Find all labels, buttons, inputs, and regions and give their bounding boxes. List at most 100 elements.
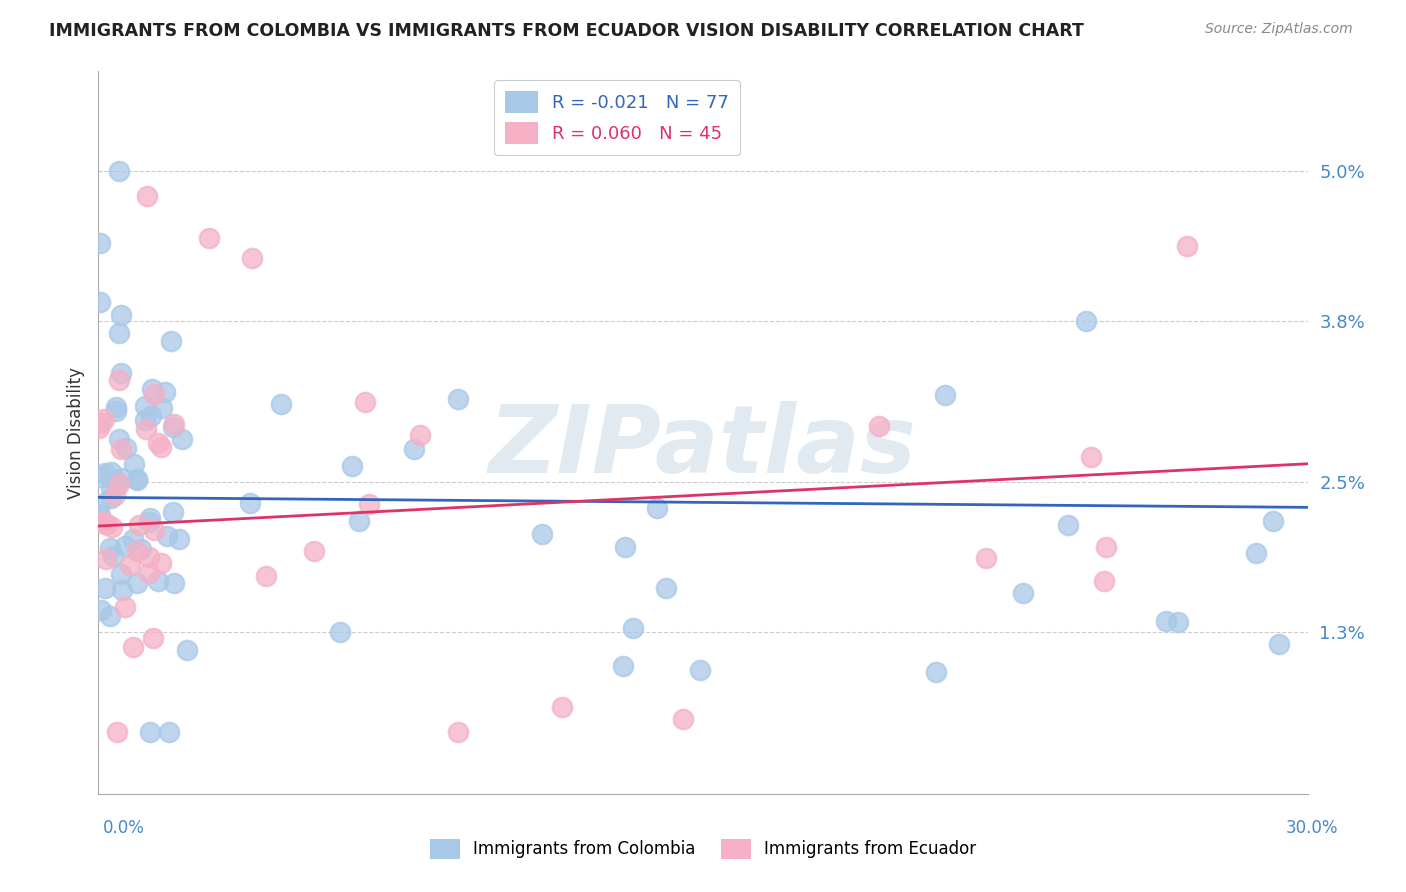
Point bbox=[93, 411, 115, 425]
Point bbox=[160, 334, 183, 348]
Point bbox=[409, 428, 432, 442]
Point bbox=[89, 294, 111, 309]
Point bbox=[108, 326, 131, 340]
Point bbox=[138, 566, 160, 580]
Point bbox=[100, 482, 122, 496]
Point bbox=[115, 441, 138, 455]
Point bbox=[139, 409, 162, 423]
Point bbox=[105, 476, 128, 491]
Point bbox=[142, 631, 165, 645]
Point bbox=[162, 505, 184, 519]
Point bbox=[868, 419, 890, 434]
Point bbox=[104, 474, 127, 488]
Point bbox=[96, 552, 118, 566]
Point bbox=[1074, 313, 1097, 327]
Text: 30.0%: 30.0% bbox=[1286, 819, 1339, 837]
Point bbox=[447, 392, 470, 406]
Point bbox=[90, 416, 112, 430]
Point bbox=[90, 469, 112, 483]
Point bbox=[139, 724, 162, 739]
Point bbox=[135, 189, 157, 203]
Point bbox=[100, 465, 122, 479]
Point bbox=[129, 542, 152, 557]
Point bbox=[156, 529, 179, 543]
Point bbox=[114, 600, 136, 615]
Point bbox=[101, 549, 124, 564]
Point bbox=[672, 712, 695, 726]
Point bbox=[89, 508, 111, 522]
Point bbox=[254, 568, 277, 582]
Point bbox=[146, 574, 169, 589]
Point bbox=[143, 524, 166, 538]
Point bbox=[163, 417, 186, 431]
Point bbox=[530, 527, 553, 541]
Point bbox=[198, 231, 221, 245]
Point bbox=[118, 558, 141, 572]
Point bbox=[134, 413, 156, 427]
Point bbox=[1092, 574, 1115, 588]
Point bbox=[111, 471, 134, 485]
Point bbox=[89, 497, 111, 511]
Point bbox=[359, 497, 381, 511]
Point bbox=[1268, 637, 1291, 651]
Point bbox=[135, 422, 157, 436]
Point bbox=[110, 442, 132, 457]
Point bbox=[138, 515, 160, 529]
Point bbox=[157, 724, 180, 739]
Point bbox=[239, 496, 262, 510]
Point bbox=[96, 516, 118, 531]
Point bbox=[108, 477, 131, 491]
Point bbox=[90, 515, 112, 529]
Point bbox=[170, 432, 193, 446]
Point bbox=[1154, 614, 1177, 628]
Point bbox=[163, 576, 186, 591]
Point bbox=[551, 699, 574, 714]
Point bbox=[925, 665, 948, 679]
Point bbox=[1244, 546, 1267, 560]
Point bbox=[90, 603, 112, 617]
Point bbox=[612, 659, 634, 673]
Point bbox=[107, 164, 129, 178]
Point bbox=[128, 517, 150, 532]
Point bbox=[139, 511, 162, 525]
Point bbox=[1012, 586, 1035, 600]
Point bbox=[94, 466, 117, 480]
Point bbox=[613, 540, 636, 554]
Point bbox=[94, 517, 117, 532]
Point bbox=[101, 520, 124, 534]
Point bbox=[1167, 615, 1189, 630]
Point bbox=[104, 488, 127, 502]
Legend: Immigrants from Colombia, Immigrants from Ecuador: Immigrants from Colombia, Immigrants fro… bbox=[423, 832, 983, 866]
Point bbox=[270, 397, 292, 411]
Point bbox=[98, 541, 121, 555]
Point bbox=[125, 472, 148, 486]
Point bbox=[122, 458, 145, 472]
Point bbox=[98, 609, 121, 624]
Point bbox=[122, 532, 145, 546]
Text: IMMIGRANTS FROM COLOMBIA VS IMMIGRANTS FROM ECUADOR VISION DISABILITY CORRELATIO: IMMIGRANTS FROM COLOMBIA VS IMMIGRANTS F… bbox=[49, 22, 1084, 40]
Point bbox=[122, 640, 145, 654]
Point bbox=[125, 544, 148, 558]
Point bbox=[655, 581, 678, 595]
Point bbox=[1080, 450, 1102, 464]
Point bbox=[111, 582, 134, 597]
Y-axis label: Vision Disability: Vision Disability bbox=[66, 367, 84, 499]
Point bbox=[645, 501, 668, 516]
Point bbox=[1057, 518, 1080, 533]
Point bbox=[354, 395, 377, 409]
Point bbox=[1095, 541, 1118, 555]
Point bbox=[149, 440, 172, 454]
Text: Source: ZipAtlas.com: Source: ZipAtlas.com bbox=[1205, 22, 1353, 37]
Point bbox=[689, 663, 711, 677]
Point bbox=[108, 373, 131, 387]
Point bbox=[148, 436, 170, 450]
Point bbox=[167, 532, 190, 546]
Point bbox=[100, 491, 122, 505]
Point bbox=[404, 442, 426, 457]
Point bbox=[114, 539, 136, 553]
Point bbox=[110, 567, 132, 582]
Point bbox=[150, 556, 173, 570]
Point bbox=[340, 459, 363, 474]
Point bbox=[347, 514, 370, 528]
Point bbox=[94, 581, 117, 595]
